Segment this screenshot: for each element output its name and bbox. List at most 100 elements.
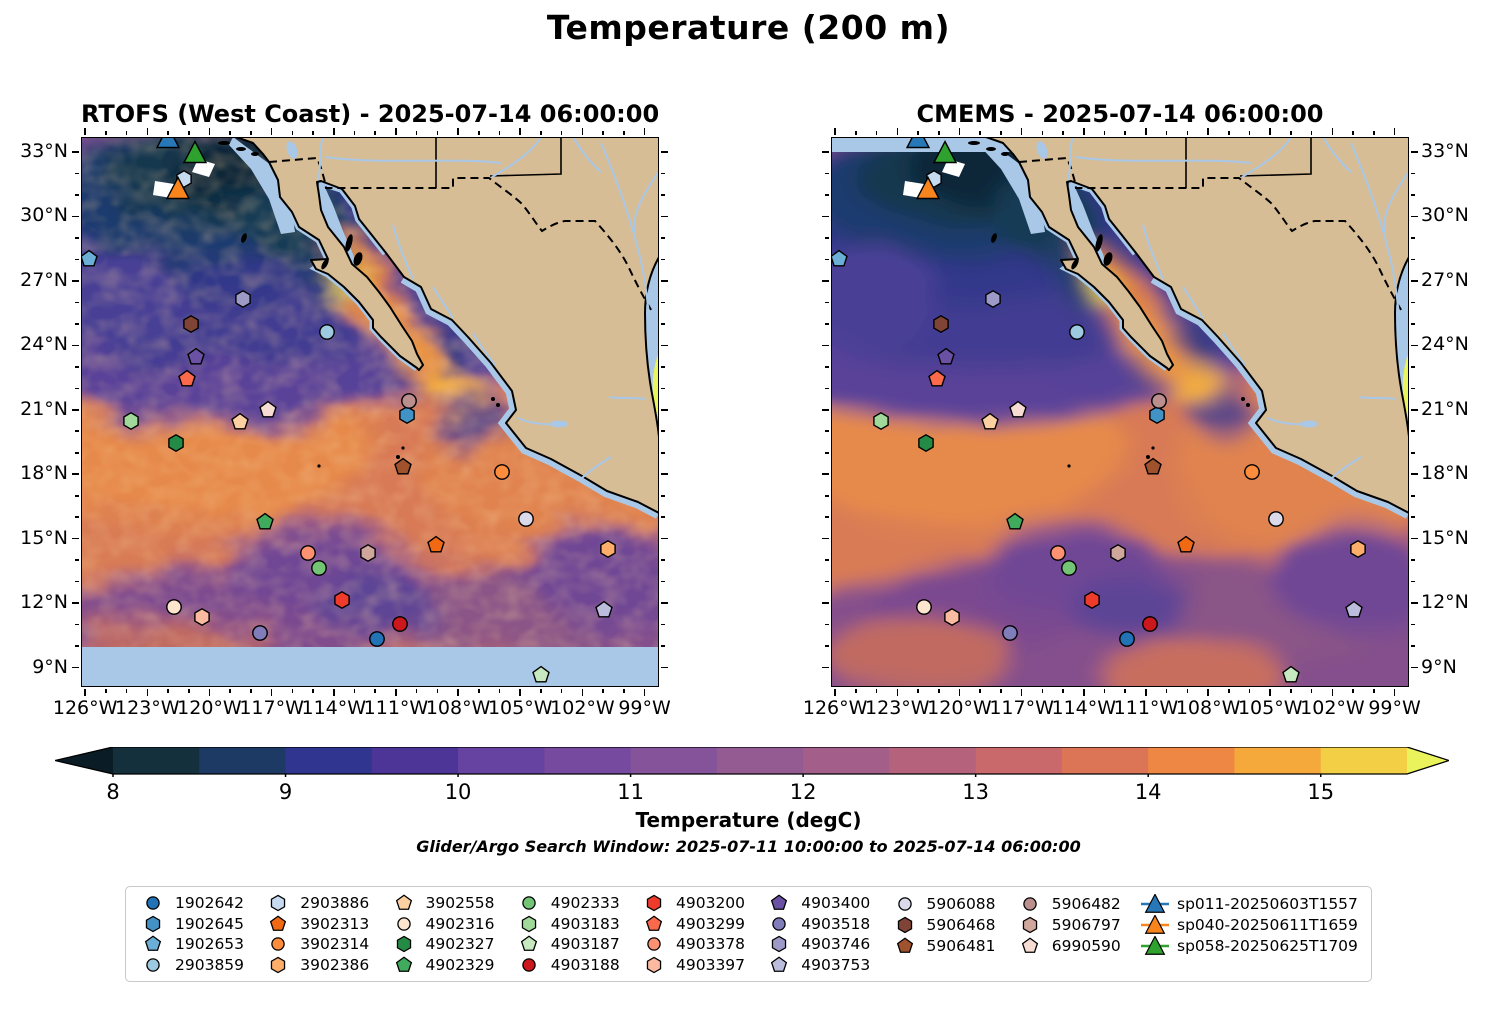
lat-tick-label: 30°N xyxy=(1421,204,1469,227)
lat-tick-label: 15°N xyxy=(1421,526,1469,549)
float-legend-marker xyxy=(396,935,411,953)
argo-float-marker-5906482 xyxy=(1151,393,1167,409)
lon-tick-label: 99°W xyxy=(1368,697,1421,719)
legend-item-3902313: 3902313 xyxy=(264,914,369,935)
axis-tick xyxy=(105,131,107,135)
axis-tick xyxy=(825,516,829,518)
axis-tick xyxy=(581,689,584,696)
axis-tick xyxy=(415,131,418,135)
axis-tick xyxy=(291,689,294,693)
axis-tick xyxy=(1310,689,1313,693)
axis-tick xyxy=(581,128,584,135)
legend-item-6990590: 6990590 xyxy=(1016,935,1121,956)
argo-float-marker-4903188 xyxy=(392,616,408,632)
axis-tick xyxy=(661,408,668,411)
legend-label: 5906797 xyxy=(1051,915,1121,934)
argo-float-marker-1902653 xyxy=(831,249,848,267)
axis-tick xyxy=(1393,128,1396,135)
glider-marker-sp011-20250603T1557 xyxy=(155,137,181,149)
axis-tick xyxy=(1331,689,1334,696)
axis-tick xyxy=(1207,128,1209,135)
axis-tick xyxy=(415,689,418,693)
axis-tick xyxy=(229,131,231,135)
axis-tick xyxy=(75,430,79,433)
axis-tick xyxy=(1411,602,1418,604)
legend-label: 5906468 xyxy=(926,915,996,934)
argo-float-marker-3902558 xyxy=(231,412,249,430)
argo-float-marker-3902314 xyxy=(494,464,510,480)
legend-item-4903518: 4903518 xyxy=(765,914,870,935)
legend-label: 1902645 xyxy=(175,914,245,933)
legend-label: 3902386 xyxy=(300,955,370,974)
axis-tick xyxy=(1290,131,1292,135)
lat-tick-label: 12°N xyxy=(20,591,68,614)
lon-tick-label: 108°W xyxy=(1175,697,1241,719)
legend-item-4902333: 4902333 xyxy=(515,893,620,914)
axis-tick xyxy=(661,623,665,626)
axis-tick xyxy=(72,215,79,218)
glider-legend-marker xyxy=(1141,893,1169,913)
argo-float-marker-4903183 xyxy=(873,411,889,431)
argo-float-marker-1902642 xyxy=(369,631,385,647)
float-legend-marker xyxy=(271,894,286,912)
argo-float-marker-2903859 xyxy=(319,324,335,340)
axis-tick xyxy=(825,430,829,433)
axis-tick xyxy=(822,151,829,153)
axis-tick xyxy=(822,473,829,476)
axis-tick xyxy=(75,387,79,390)
axis-tick xyxy=(75,623,79,626)
axis-tick xyxy=(661,494,665,497)
axis-tick xyxy=(1411,151,1418,153)
axis-tick xyxy=(661,151,668,153)
axis-tick xyxy=(312,689,314,693)
axis-tick xyxy=(353,689,356,693)
axis-tick xyxy=(661,366,665,368)
axis-tick xyxy=(1411,494,1415,497)
legend-item-3902386: 3902386 xyxy=(264,955,369,976)
axis-tick xyxy=(84,689,86,696)
float-legend-marker xyxy=(395,956,412,972)
axis-tick xyxy=(1411,559,1415,561)
legend-label: 4902327 xyxy=(425,935,495,954)
float-legend-marker xyxy=(897,916,912,933)
lon-tick-label: 123°W xyxy=(115,697,180,719)
axis-tick xyxy=(822,344,829,347)
legend-label: 4903187 xyxy=(550,935,620,954)
axis-tick xyxy=(1411,430,1415,433)
lon-tick-label: 114°W xyxy=(301,697,367,719)
float-legend-marker xyxy=(771,956,788,972)
axis-tick xyxy=(1411,408,1418,411)
axis-tick xyxy=(1411,215,1418,218)
axis-tick xyxy=(498,131,501,135)
panel-title-rtofs: RTOFS (West Coast) - 2025-07-14 06:00:00 xyxy=(81,100,660,128)
axis-tick xyxy=(167,131,169,135)
axis-tick xyxy=(825,237,829,239)
axis-tick xyxy=(72,151,79,153)
axis-tick xyxy=(105,689,107,693)
axis-tick xyxy=(643,128,646,135)
legend-item-4903187: 4903187 xyxy=(515,934,620,955)
axis-tick xyxy=(436,131,439,135)
axis-tick xyxy=(661,516,665,518)
legend-item-5906482: 5906482 xyxy=(1016,893,1121,914)
axis-tick xyxy=(75,323,79,325)
axis-tick xyxy=(896,689,899,696)
float-legend-marker xyxy=(522,896,536,910)
axis-tick xyxy=(1352,689,1354,693)
axis-tick xyxy=(1411,451,1415,454)
axis-tick xyxy=(1020,128,1023,135)
argo-float-marker-4903397 xyxy=(194,607,210,627)
axis-tick xyxy=(478,689,480,693)
legend-item-4903200: 4903200 xyxy=(640,893,745,914)
axis-tick xyxy=(822,666,829,669)
axis-tick xyxy=(395,689,397,696)
axis-tick xyxy=(661,559,665,561)
axis-tick xyxy=(332,689,335,696)
legend-label: 1902653 xyxy=(175,935,245,954)
legend-item-2903886: 2903886 xyxy=(264,893,369,914)
float-legend-marker xyxy=(521,915,536,933)
legend-item-1902642: 1902642 xyxy=(139,893,244,914)
axis-tick xyxy=(825,623,829,626)
argo-float-marker-5906481 xyxy=(1144,457,1162,475)
argo-float-marker-5906797 xyxy=(360,543,376,563)
